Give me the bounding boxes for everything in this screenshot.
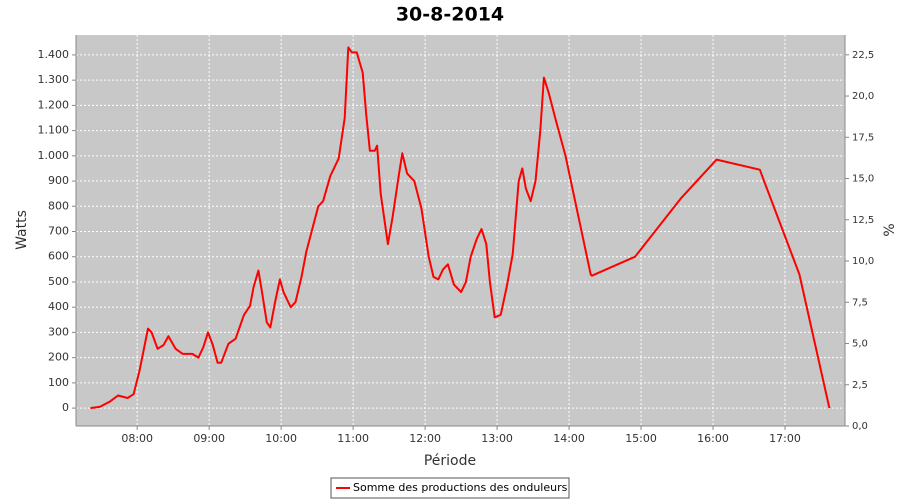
y-axis-label: Watts	[14, 210, 30, 250]
y-tick-label: 700	[48, 225, 69, 238]
y-tick-label: 100	[48, 376, 69, 389]
y2-tick-label: 7,5	[852, 297, 868, 308]
y-tick-label: 800	[48, 199, 69, 212]
series-line	[90, 46, 831, 410]
y-tick-label: 900	[48, 174, 69, 187]
y-tick-label: 500	[48, 275, 69, 288]
y2-tick-label: 22,5	[852, 50, 874, 61]
plot-area	[76, 35, 845, 426]
x-tick-label: 10:00	[265, 432, 297, 445]
y2-tick-label: 0,0	[852, 421, 868, 432]
y-tick-label: 1.000	[38, 149, 70, 162]
y-tick-label: 1.400	[38, 48, 70, 61]
y-tick-label: 300	[48, 325, 69, 338]
y2-tick-label: 17,5	[852, 132, 874, 143]
x-tick-label: 17:00	[769, 432, 801, 445]
x-tick-label: 13:00	[481, 432, 513, 445]
y-tick-label: 0	[62, 401, 69, 414]
x-tick-label: 15:00	[625, 432, 657, 445]
x-tick-label: 09:00	[193, 432, 225, 445]
legend-label: Somme des productions des onduleurs	[353, 481, 568, 494]
y-tick-label: 1.200	[38, 98, 70, 111]
y-tick-label: 200	[48, 351, 69, 364]
x-axis-label: Période	[424, 453, 476, 469]
y-tick-label: 1.100	[38, 124, 70, 137]
x-tick-label: 08:00	[121, 432, 153, 445]
y2-tick-label: 10,0	[852, 256, 874, 267]
y2-axis-label: %	[882, 223, 898, 236]
y2-tick-label: 20,0	[852, 91, 874, 102]
y-tick-label: 600	[48, 250, 69, 263]
y2-tick-label: 2,5	[852, 380, 868, 391]
chart-title: 30-8-2014	[396, 4, 504, 26]
legend	[330, 477, 570, 499]
y-tick-label: 400	[48, 300, 69, 313]
y2-tick-label: 12,5	[852, 215, 874, 226]
x-tick-label: 14:00	[553, 432, 585, 445]
y2-tick-label: 15,0	[852, 174, 874, 185]
x-tick-label: 16:00	[697, 432, 729, 445]
y-tick-label: 1.300	[38, 73, 70, 86]
x-tick-label: 12:00	[409, 432, 441, 445]
y2-tick-label: 5,0	[852, 339, 868, 350]
x-tick-label: 11:00	[337, 432, 369, 445]
